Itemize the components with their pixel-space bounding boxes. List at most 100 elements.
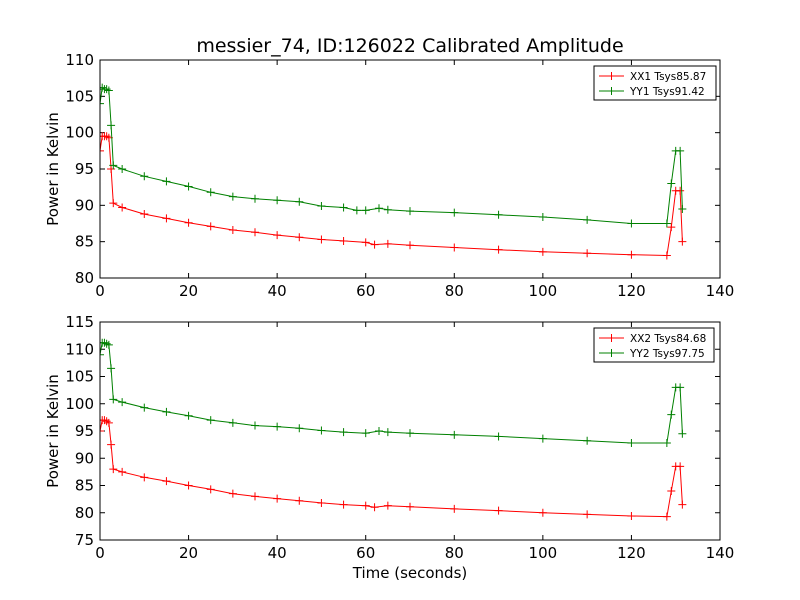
y-tick-label: 115 — [65, 313, 94, 331]
data-point-marker — [317, 202, 326, 211]
data-point-marker — [104, 86, 113, 95]
legend: XX1 Tsys85.87 YY1 Tsys91.42 — [593, 65, 717, 101]
series-line — [100, 342, 683, 444]
data-point-marker — [317, 426, 326, 435]
series-xx — [100, 416, 687, 521]
data-point-marker — [361, 206, 370, 215]
data-point-marker — [370, 503, 379, 512]
data-point-marker — [107, 121, 116, 130]
data-point-marker — [339, 236, 348, 245]
data-point-marker — [406, 207, 414, 216]
legend: XX2 Tsys84.68 YY2 Tsys97.75 — [593, 327, 715, 363]
y-tick-label: 110 — [65, 340, 94, 358]
data-point-marker — [406, 241, 414, 250]
data-point-marker — [583, 510, 592, 519]
data-point-marker — [676, 146, 685, 155]
data-point-marker — [162, 177, 171, 186]
data-point-marker — [107, 364, 116, 373]
y-tick-label: 100 — [65, 395, 94, 413]
data-point-marker — [251, 421, 259, 430]
data-point-marker — [583, 249, 592, 258]
data-point-marker — [667, 179, 676, 188]
series-yy — [100, 83, 687, 228]
data-point-marker — [317, 498, 326, 507]
x-tick-label: 40 — [268, 282, 287, 300]
data-point-marker — [494, 506, 503, 515]
legend-marker — [607, 334, 616, 342]
data-point-marker — [140, 210, 149, 219]
data-point-marker — [667, 486, 676, 495]
data-point-marker — [228, 192, 237, 201]
data-point-marker — [107, 440, 116, 449]
data-point-marker — [678, 429, 687, 438]
data-point-marker — [206, 416, 215, 425]
data-point-marker — [140, 403, 149, 412]
data-point-marker — [228, 489, 237, 498]
data-point-marker — [100, 99, 104, 108]
series-xx — [100, 132, 687, 260]
data-point-marker — [295, 424, 304, 433]
data-point-marker — [273, 494, 282, 503]
data-point-marker — [109, 465, 118, 474]
data-point-marker — [109, 199, 118, 208]
data-point-marker — [662, 251, 671, 260]
data-point-marker — [370, 240, 379, 249]
data-point-marker — [140, 172, 149, 181]
data-point-marker — [538, 434, 547, 443]
data-point-marker — [140, 473, 149, 482]
series-yy — [100, 338, 687, 447]
data-point-marker — [627, 512, 636, 521]
data-point-marker — [538, 247, 547, 256]
legend-marker — [607, 87, 616, 95]
legend-box — [593, 65, 717, 101]
data-point-marker — [406, 502, 414, 511]
data-point-marker — [450, 243, 459, 252]
bottom-panel: 0 20 40 60 80 100 120 140 75 80 85 90 95 100 105 110 115… — [44, 313, 734, 562]
x-tick-label: 80 — [445, 544, 464, 562]
data-point-marker — [361, 238, 370, 247]
data-point-marker — [162, 477, 171, 486]
data-point-marker — [251, 194, 259, 203]
data-point-marker — [118, 165, 127, 173]
x-tick-label: 0 — [95, 282, 105, 300]
data-point-marker — [317, 235, 326, 244]
data-point-marker — [662, 219, 671, 228]
x-tick-label: 80 — [445, 282, 464, 300]
data-point-marker — [184, 411, 193, 420]
data-point-marker — [184, 182, 193, 191]
y-axis-label: Power in Kelvin — [44, 112, 62, 226]
data-point-marker — [339, 500, 348, 509]
legend-marker — [607, 349, 616, 357]
y-axis-label: Power in Kelvin — [44, 374, 62, 488]
data-point-marker — [494, 210, 503, 219]
data-point-marker — [678, 204, 687, 213]
data-point-marker — [678, 500, 687, 509]
legend-label: XX2 Tsys84.68 — [630, 333, 706, 345]
data-point-marker — [627, 438, 636, 447]
y-tick-label: 100 — [65, 124, 94, 142]
data-point-marker — [383, 428, 392, 437]
data-point-marker — [375, 427, 383, 435]
x-tick-label: 120 — [617, 544, 646, 562]
data-point-marker — [538, 212, 547, 221]
x-tick-label: 20 — [179, 282, 198, 300]
data-point-marker — [662, 438, 671, 447]
axes-frame — [99, 59, 721, 279]
data-point-marker — [676, 186, 685, 195]
data-point-marker — [251, 228, 259, 237]
data-point-marker — [583, 436, 592, 445]
top-panel: 0 20 40 60 80 100 120 140 80 85 90 95 100 105 110 Power… — [44, 51, 734, 300]
data-point-marker — [667, 223, 676, 232]
y-tick-label: 80 — [75, 269, 94, 287]
x-axis-label: Time (seconds) — [352, 564, 468, 582]
data-point-marker — [118, 398, 127, 407]
data-point-marker — [104, 340, 113, 349]
y-tick-label: 80 — [75, 504, 94, 522]
y-tick-label: 105 — [65, 368, 94, 386]
data-point-marker — [228, 418, 237, 427]
data-point-marker — [383, 205, 392, 214]
data-point-marker — [251, 492, 259, 501]
y-tick-label: 85 — [75, 233, 94, 251]
data-point-marker — [627, 219, 636, 228]
